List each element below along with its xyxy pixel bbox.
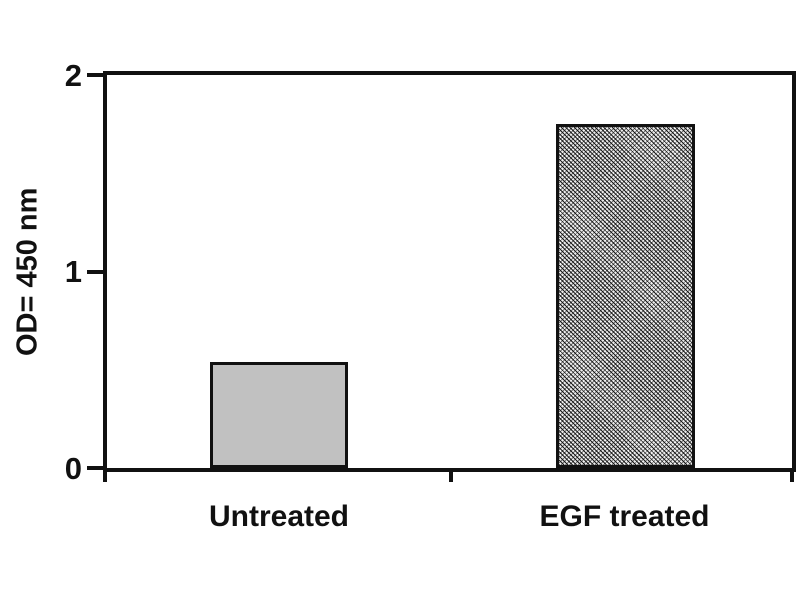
y-tick-mark <box>87 466 103 470</box>
category-label-untreated: Untreated <box>208 500 350 533</box>
x-tick-right <box>790 468 794 482</box>
bar-untreated <box>210 361 348 468</box>
y-tick-label-1: 1 <box>64 254 82 289</box>
plot-area <box>103 71 796 472</box>
y-tick-mark <box>87 269 103 274</box>
x-tick-left <box>103 468 107 482</box>
y-tick-1: 1 <box>65 252 103 292</box>
y-axis: 0 1 2 <box>0 60 103 484</box>
y-tick-mark <box>87 73 103 77</box>
y-tick-label-2: 2 <box>64 57 82 93</box>
y-tick-label-0: 0 <box>64 450 82 486</box>
bar-egf-treated <box>556 124 695 468</box>
x-tick-middle <box>449 468 453 482</box>
y-tick-0: 0 <box>65 448 103 488</box>
category-label-egf-treated: EGF treated <box>539 500 710 533</box>
y-tick-2: 2 <box>65 55 103 95</box>
